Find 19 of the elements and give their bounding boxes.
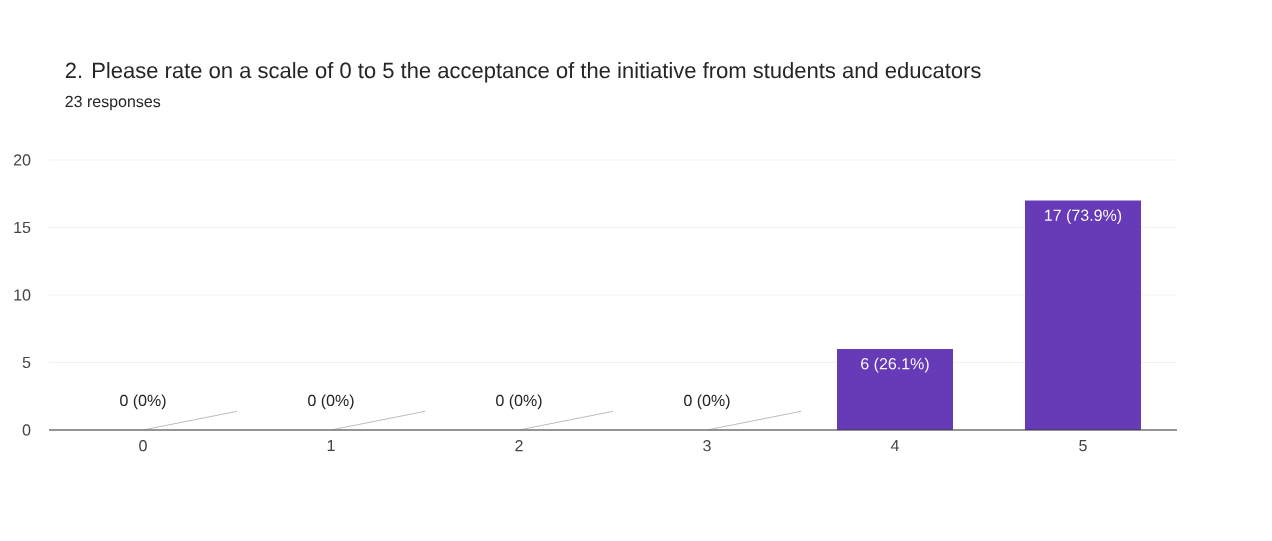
data-label: 6 (26.1%) <box>861 357 929 373</box>
x-tick-label: 1 <box>327 440 335 452</box>
y-tick-label: 5 <box>22 356 31 369</box>
x-tick-label: 4 <box>890 440 899 452</box>
chart-subtitle: 23 responses <box>65 95 161 111</box>
y-tick-label: 10 <box>14 289 31 301</box>
data-label: 0 (0%) <box>684 394 730 410</box>
x-tick-label: 3 <box>703 440 711 452</box>
chart-title: 2. Please rate on a scale of 0 to 5 the acceptance of the initiative from students and educators <box>65 62 981 83</box>
data-label: 0 (0%) <box>496 394 542 410</box>
x-tick-label: 5 <box>1079 440 1087 452</box>
y-tick-label: 0 <box>22 424 31 436</box>
data-label: 17 (73.9%) <box>1045 209 1122 225</box>
data-label: 0 (0%) <box>120 394 166 410</box>
y-tick-label: 20 <box>13 154 31 166</box>
x-tick-label: 2 <box>515 440 523 452</box>
x-tick-label: 0 <box>139 440 147 452</box>
y-tick-label: 15 <box>14 221 31 234</box>
data-label: 0 (0%) <box>308 394 354 410</box>
